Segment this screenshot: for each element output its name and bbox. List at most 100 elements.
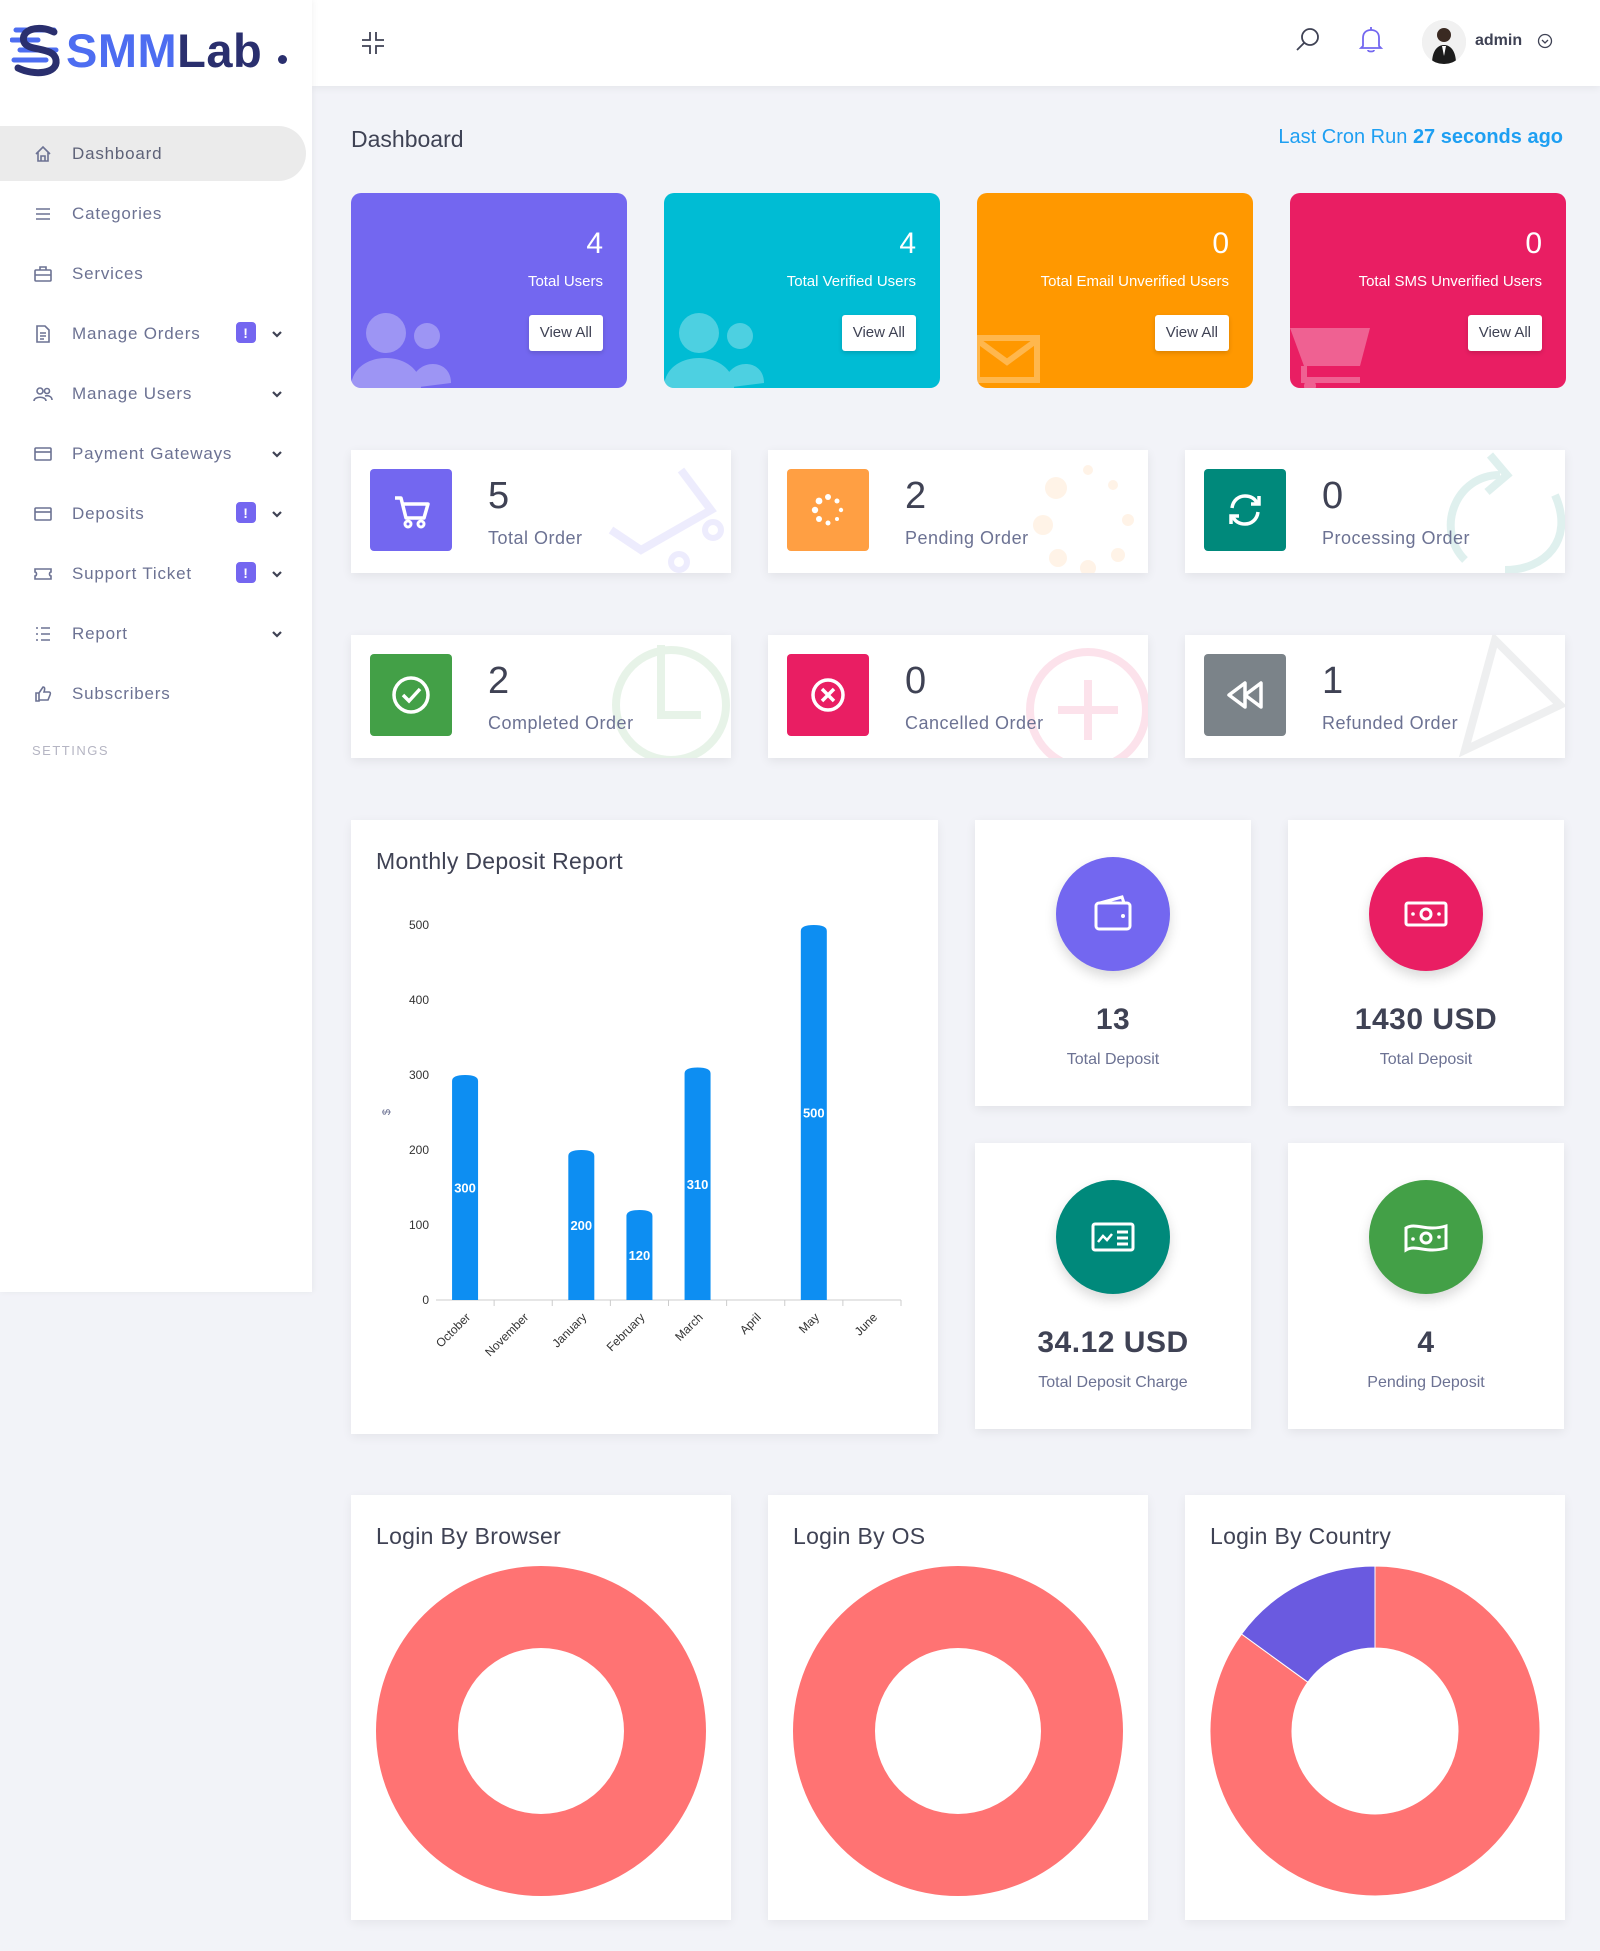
user-stat-card: 0 Total SMS Unverified Users View All [1290, 193, 1566, 388]
stat-value: 0 [1212, 227, 1229, 260]
order-card-processing-order[interactable]: 0 Processing Order [1185, 450, 1565, 573]
deposit-value: 13 [1095, 1003, 1131, 1036]
view-all-button[interactable]: View All [528, 315, 603, 351]
logo[interactable]: SMMLab [0, 0, 312, 100]
sidebar-item-manage-orders[interactable]: Manage Orders! [0, 306, 306, 361]
sidebar-item-label: Subscribers [72, 683, 171, 703]
donut-slice[interactable] [1240, 1565, 1376, 1683]
sidebar-item-label: Manage Orders [72, 323, 201, 343]
login-donut-chart [376, 1565, 706, 1897]
stat-label: Total SMS Unverified Users [1358, 273, 1542, 290]
stat-label: Total Verified Users [786, 273, 916, 290]
x-tick-label: April [737, 1310, 764, 1337]
bell-icon[interactable] [1358, 26, 1384, 54]
money-wave-icon [1369, 1180, 1483, 1294]
stat-label: Total Email Unverified Users [1040, 273, 1229, 290]
y-tick-label: 0 [422, 1293, 429, 1307]
bar-february[interactable] [626, 1210, 653, 1300]
report-list-icon [32, 623, 54, 645]
refresh-icon [1204, 469, 1286, 551]
rewind-icon [1204, 654, 1286, 736]
receipt-card-icon [1056, 1180, 1170, 1294]
sidebar-item-report[interactable]: Report [0, 606, 306, 661]
user-name[interactable]: admin [1475, 32, 1523, 49]
users-icon [351, 298, 451, 388]
order-count: 0 [1322, 475, 1344, 517]
order-count: 2 [488, 660, 510, 702]
panel-title: Login By Country [1210, 1523, 1392, 1549]
order-count: 0 [905, 660, 927, 702]
bar-data-label: 200 [570, 1218, 592, 1233]
deposit-value: 34.12 USD [1037, 1326, 1189, 1359]
sidebar-item-dashboard[interactable]: Dashboard [0, 126, 306, 181]
chevron-down-icon [270, 446, 284, 460]
chevron-down-icon [270, 326, 284, 340]
sidebar-section-label: SETTINGS [32, 743, 110, 757]
chevron-down-icon [270, 386, 284, 400]
cart-icon [1290, 298, 1390, 388]
sidebar-item-services[interactable]: Services [0, 246, 306, 301]
y-tick-label: 300 [409, 1068, 429, 1082]
credit-card-icon [32, 443, 54, 465]
panel-title: Login By OS [793, 1523, 926, 1549]
chevron-down-icon[interactable] [1537, 33, 1553, 49]
user-stat-card: 4 Total Verified Users View All [664, 193, 940, 388]
y-axis-label: $ [381, 1109, 393, 1115]
sidebar-item-label: Manage Users [72, 383, 193, 403]
login-donut-chart [793, 1565, 1123, 1897]
users-icon [664, 298, 764, 388]
sidebar-item-label: Payment Gateways [72, 443, 233, 463]
deposit-label: Total Deposit [1066, 1051, 1160, 1068]
y-tick-label: 500 [409, 918, 429, 932]
bar-march[interactable] [684, 1067, 711, 1301]
deposit-value: 4 [1417, 1326, 1435, 1359]
collapse-icon[interactable] [360, 30, 386, 56]
alert-badge: ! [236, 322, 256, 343]
sidebar-item-support-ticket[interactable]: Support Ticket! [0, 546, 306, 601]
cart-icon [370, 469, 452, 551]
sidebar-item-subscribers[interactable]: Subscribers [0, 666, 306, 721]
sidebar-item-label: Support Ticket [72, 563, 192, 583]
order-label: Cancelled Order [905, 713, 1044, 733]
bar-january[interactable] [568, 1150, 595, 1300]
x-tick-label: March [672, 1310, 705, 1343]
logo-icon [10, 24, 60, 77]
login-panel: Login By Country [1185, 1495, 1565, 1920]
topbar: admin [312, 0, 1600, 86]
bar-october[interactable] [452, 1075, 479, 1300]
decorative-refresh-icon [1435, 450, 1565, 573]
order-count: 5 [488, 475, 510, 517]
order-label: Total Order [488, 528, 583, 548]
user-stat-card: 0 Total Email Unverified Users View All [977, 193, 1253, 388]
x-tick-label: June [852, 1310, 881, 1339]
alert-badge: ! [236, 562, 256, 583]
order-card-cancelled-order[interactable]: 0 Cancelled Order [768, 635, 1148, 758]
bar-may[interactable] [800, 925, 827, 1300]
search-icon[interactable] [1294, 26, 1322, 54]
sidebar-item-payment-gateways[interactable]: Payment Gateways [0, 426, 306, 481]
order-count: 1 [1322, 660, 1344, 702]
view-all-button[interactable]: View All [841, 315, 916, 351]
sidebar-item-deposits[interactable]: Deposits! [0, 486, 306, 541]
avatar[interactable] [1422, 20, 1466, 64]
order-card-pending-order[interactable]: 2 Pending Order [768, 450, 1148, 573]
donut-slice[interactable] [376, 1565, 706, 1897]
logo-text: SMMLab [66, 23, 263, 77]
donut-slice[interactable] [1209, 1565, 1541, 1897]
sidebar-item-categories[interactable]: Categories [0, 186, 306, 241]
order-card-completed-order[interactable]: 2 Completed Order [351, 635, 731, 758]
view-all-button[interactable]: View All [1467, 315, 1542, 351]
donut-slice[interactable] [793, 1565, 1123, 1897]
chevron-down-icon [270, 626, 284, 640]
order-card-refunded-order[interactable]: 1 Refunded Order [1185, 635, 1565, 758]
sidebar-item-manage-users[interactable]: Manage Users [0, 366, 306, 421]
order-card-total-order[interactable]: 5 Total Order [351, 450, 731, 573]
bar-data-label: 300 [454, 1181, 476, 1196]
chevron-down-icon [270, 506, 284, 520]
login-panel: Login By OS [768, 1495, 1148, 1920]
page-title: Dashboard [351, 126, 464, 152]
deposit-value: 1430 USD [1354, 1003, 1498, 1036]
view-all-button[interactable]: View All [1154, 315, 1229, 351]
document-icon [32, 323, 54, 345]
y-tick-label: 100 [409, 1218, 429, 1232]
